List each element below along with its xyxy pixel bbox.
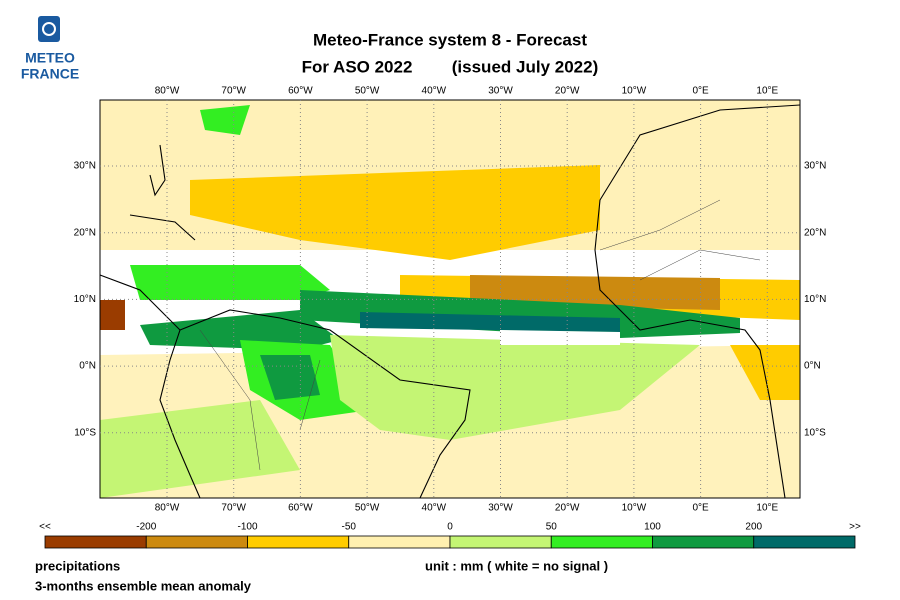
coastline [99, 104, 801, 499]
colorbar-swatch [449, 535, 552, 549]
lon-label: 30°W [488, 86, 513, 97]
logo-icon [38, 16, 60, 42]
lon-label: 10°E [756, 86, 778, 97]
lon-label: 60°W [288, 503, 313, 514]
lon-label: 20°W [555, 503, 580, 514]
colorbar-swatch [652, 535, 755, 549]
colorbar-swatch [753, 535, 856, 549]
colorbar-label: << [39, 522, 51, 533]
lon-label: 40°W [422, 503, 447, 514]
colorbar-swatch [145, 535, 248, 549]
lat-label: 20°N [804, 227, 826, 238]
lat-label: 0°N [804, 361, 821, 372]
lon-label: 0°E [692, 503, 709, 514]
lon-label: 30°W [488, 503, 513, 514]
colorbar-label: >> [849, 522, 861, 533]
lon-label: 80°W [155, 86, 180, 97]
colorbar-label: 0 [447, 522, 453, 533]
lon-label: 70°W [221, 503, 246, 514]
colorbar-label: -100 [237, 522, 257, 533]
lon-label: 50°W [355, 503, 380, 514]
lat-label: 10°N [74, 294, 96, 305]
title: Meteo-France system 8 - Forecast [313, 30, 587, 49]
lon-label: 50°W [355, 86, 380, 97]
colorbar-label: 100 [644, 522, 661, 533]
logo-text: METEO [25, 50, 75, 66]
lat-label: 10°S [74, 427, 96, 438]
lat-label: 20°N [74, 227, 96, 238]
logo-text: FRANCE [21, 66, 79, 82]
colorbar-label: 50 [546, 522, 558, 533]
title: For ASO 2022 [302, 57, 413, 76]
lon-label: 10°E [756, 503, 778, 514]
logo-icon [42, 22, 56, 36]
colorbar-label: -50 [342, 522, 357, 533]
lon-label: 40°W [422, 86, 447, 97]
lon-label: 20°W [555, 86, 580, 97]
footer-variable: precipitations [35, 558, 120, 573]
lat-label: 10°S [804, 427, 826, 438]
footer-unit: unit : mm ( white = no signal ) [425, 558, 608, 573]
lon-label: 70°W [221, 86, 246, 97]
lon-label: 10°W [622, 503, 647, 514]
lon-label: 80°W [155, 503, 180, 514]
footer-description: 3-months ensemble mean anomaly [35, 578, 252, 593]
colorbar-swatch [44, 535, 147, 549]
lon-label: 60°W [288, 86, 313, 97]
lon-label: 0°E [692, 86, 709, 97]
colorbar-label: -200 [136, 522, 156, 533]
title: (issued July 2022) [452, 57, 598, 76]
lat-label: 0°N [79, 361, 96, 372]
map-field [100, 100, 800, 498]
colorbar-swatch [247, 535, 350, 549]
lat-label: 10°N [804, 294, 826, 305]
border [199, 199, 761, 471]
colorbar-swatch [550, 535, 653, 549]
lat-label: 30°N [804, 161, 826, 172]
colorbar-swatch [348, 535, 451, 549]
lat-label: 30°N [74, 161, 96, 172]
colorbar-label: 200 [745, 522, 762, 533]
lon-label: 10°W [622, 86, 647, 97]
